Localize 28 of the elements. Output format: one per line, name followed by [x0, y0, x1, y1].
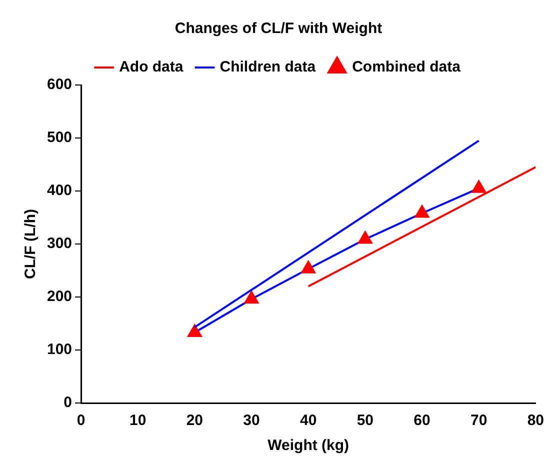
legend-label: Combined data	[352, 58, 462, 76]
point	[301, 260, 316, 274]
legend-label: Ado data	[119, 58, 184, 76]
y-tick-label: 600	[46, 76, 72, 94]
x-tick-label: 60	[414, 412, 430, 430]
x-tick-label: 10	[130, 412, 146, 430]
x-tick-label: 70	[470, 412, 488, 430]
y-tick-label: 100	[46, 341, 72, 358]
x-tick-label: 0	[76, 412, 86, 430]
x-tick-label: 30	[243, 412, 260, 430]
x-axis-title: Weight (kg)	[268, 437, 350, 454]
y-tick-label: 200	[46, 288, 72, 306]
point	[188, 324, 202, 338]
legend-label: Children data	[220, 58, 316, 76]
point	[472, 180, 486, 193]
point	[244, 291, 259, 304]
y-tick-label: 300	[46, 235, 72, 252]
y-axis-title: CL/F (L/h)	[22, 209, 40, 279]
point	[414, 205, 430, 218]
y-tick-label: 0	[64, 394, 72, 412]
point	[358, 231, 372, 244]
y-tick-label: 400	[46, 182, 72, 200]
y-tick-label: 500	[46, 129, 72, 146]
x-tick-label: 80	[527, 412, 544, 430]
chart-title: Changes of CL/F with Weight	[174, 20, 382, 38]
x-tick-label: 50	[356, 412, 374, 430]
x-tick-label: 40	[300, 412, 317, 430]
x-tick-label: 20	[186, 412, 204, 430]
